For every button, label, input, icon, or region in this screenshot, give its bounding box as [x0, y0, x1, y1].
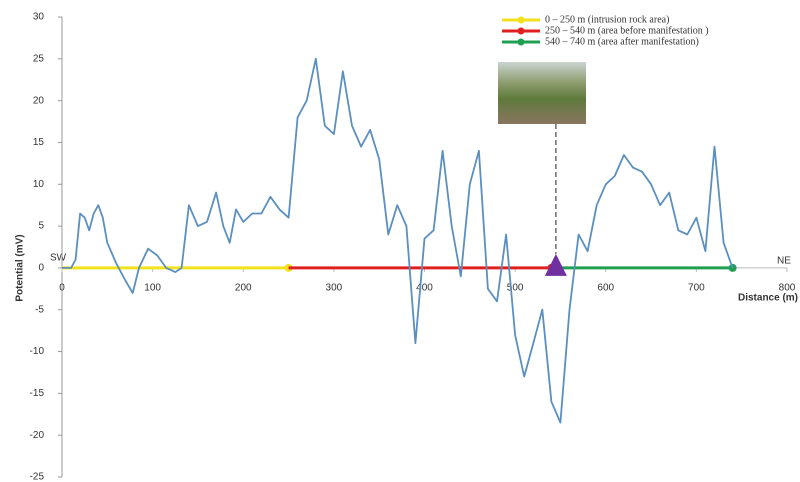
x-tick-label: 100: [144, 283, 161, 294]
x-tick-label: 700: [688, 283, 705, 294]
y-tick-label: -10: [30, 346, 45, 357]
y-tick-label: 5: [38, 221, 44, 232]
x-tick-label: 800: [779, 283, 796, 294]
y-tick-label: -20: [30, 430, 45, 441]
x-axis-label: Distance (m): [738, 293, 798, 304]
legend-dot: [518, 28, 525, 35]
marker: [545, 254, 567, 276]
y-tick-label: 0: [38, 263, 44, 274]
legend-label: 540 – 740 m (area after manifestation): [545, 36, 699, 47]
chart: Potential (mV) Distance (m) SW NE -25 -20…: [0, 0, 800, 482]
legend-label: 0 – 250 m (intrusion rock area): [545, 14, 669, 25]
segment-dot: [729, 264, 737, 272]
sw-label: SW: [50, 253, 67, 264]
legend-label: 250 – 540 m (area before manifestation ): [545, 25, 709, 36]
y-tick-label: 25: [33, 53, 45, 64]
y-tick-label: -15: [30, 388, 45, 399]
legend-dot: [518, 17, 525, 24]
x-tick-label: 600: [597, 283, 614, 294]
x-tick-label: 400: [416, 283, 433, 294]
y-tick-label: 15: [33, 137, 45, 148]
line-series: [62, 59, 733, 423]
y-tick-label: 30: [33, 12, 45, 23]
legend-dot: [518, 39, 525, 46]
x-tick-label: 300: [326, 283, 343, 294]
ne-label: NE: [777, 256, 791, 267]
x-tick-label: 0: [59, 283, 65, 294]
photo: [498, 62, 586, 124]
y-tick-label: -25: [30, 472, 45, 482]
y-tick-label: -5: [35, 304, 44, 315]
x-tick-label: 200: [235, 283, 252, 294]
y-tick-label: 20: [33, 95, 45, 106]
y-tick-label: 10: [33, 179, 45, 190]
y-axis-label: Potential (mV): [15, 234, 26, 301]
x-tick-label: 500: [507, 283, 524, 294]
